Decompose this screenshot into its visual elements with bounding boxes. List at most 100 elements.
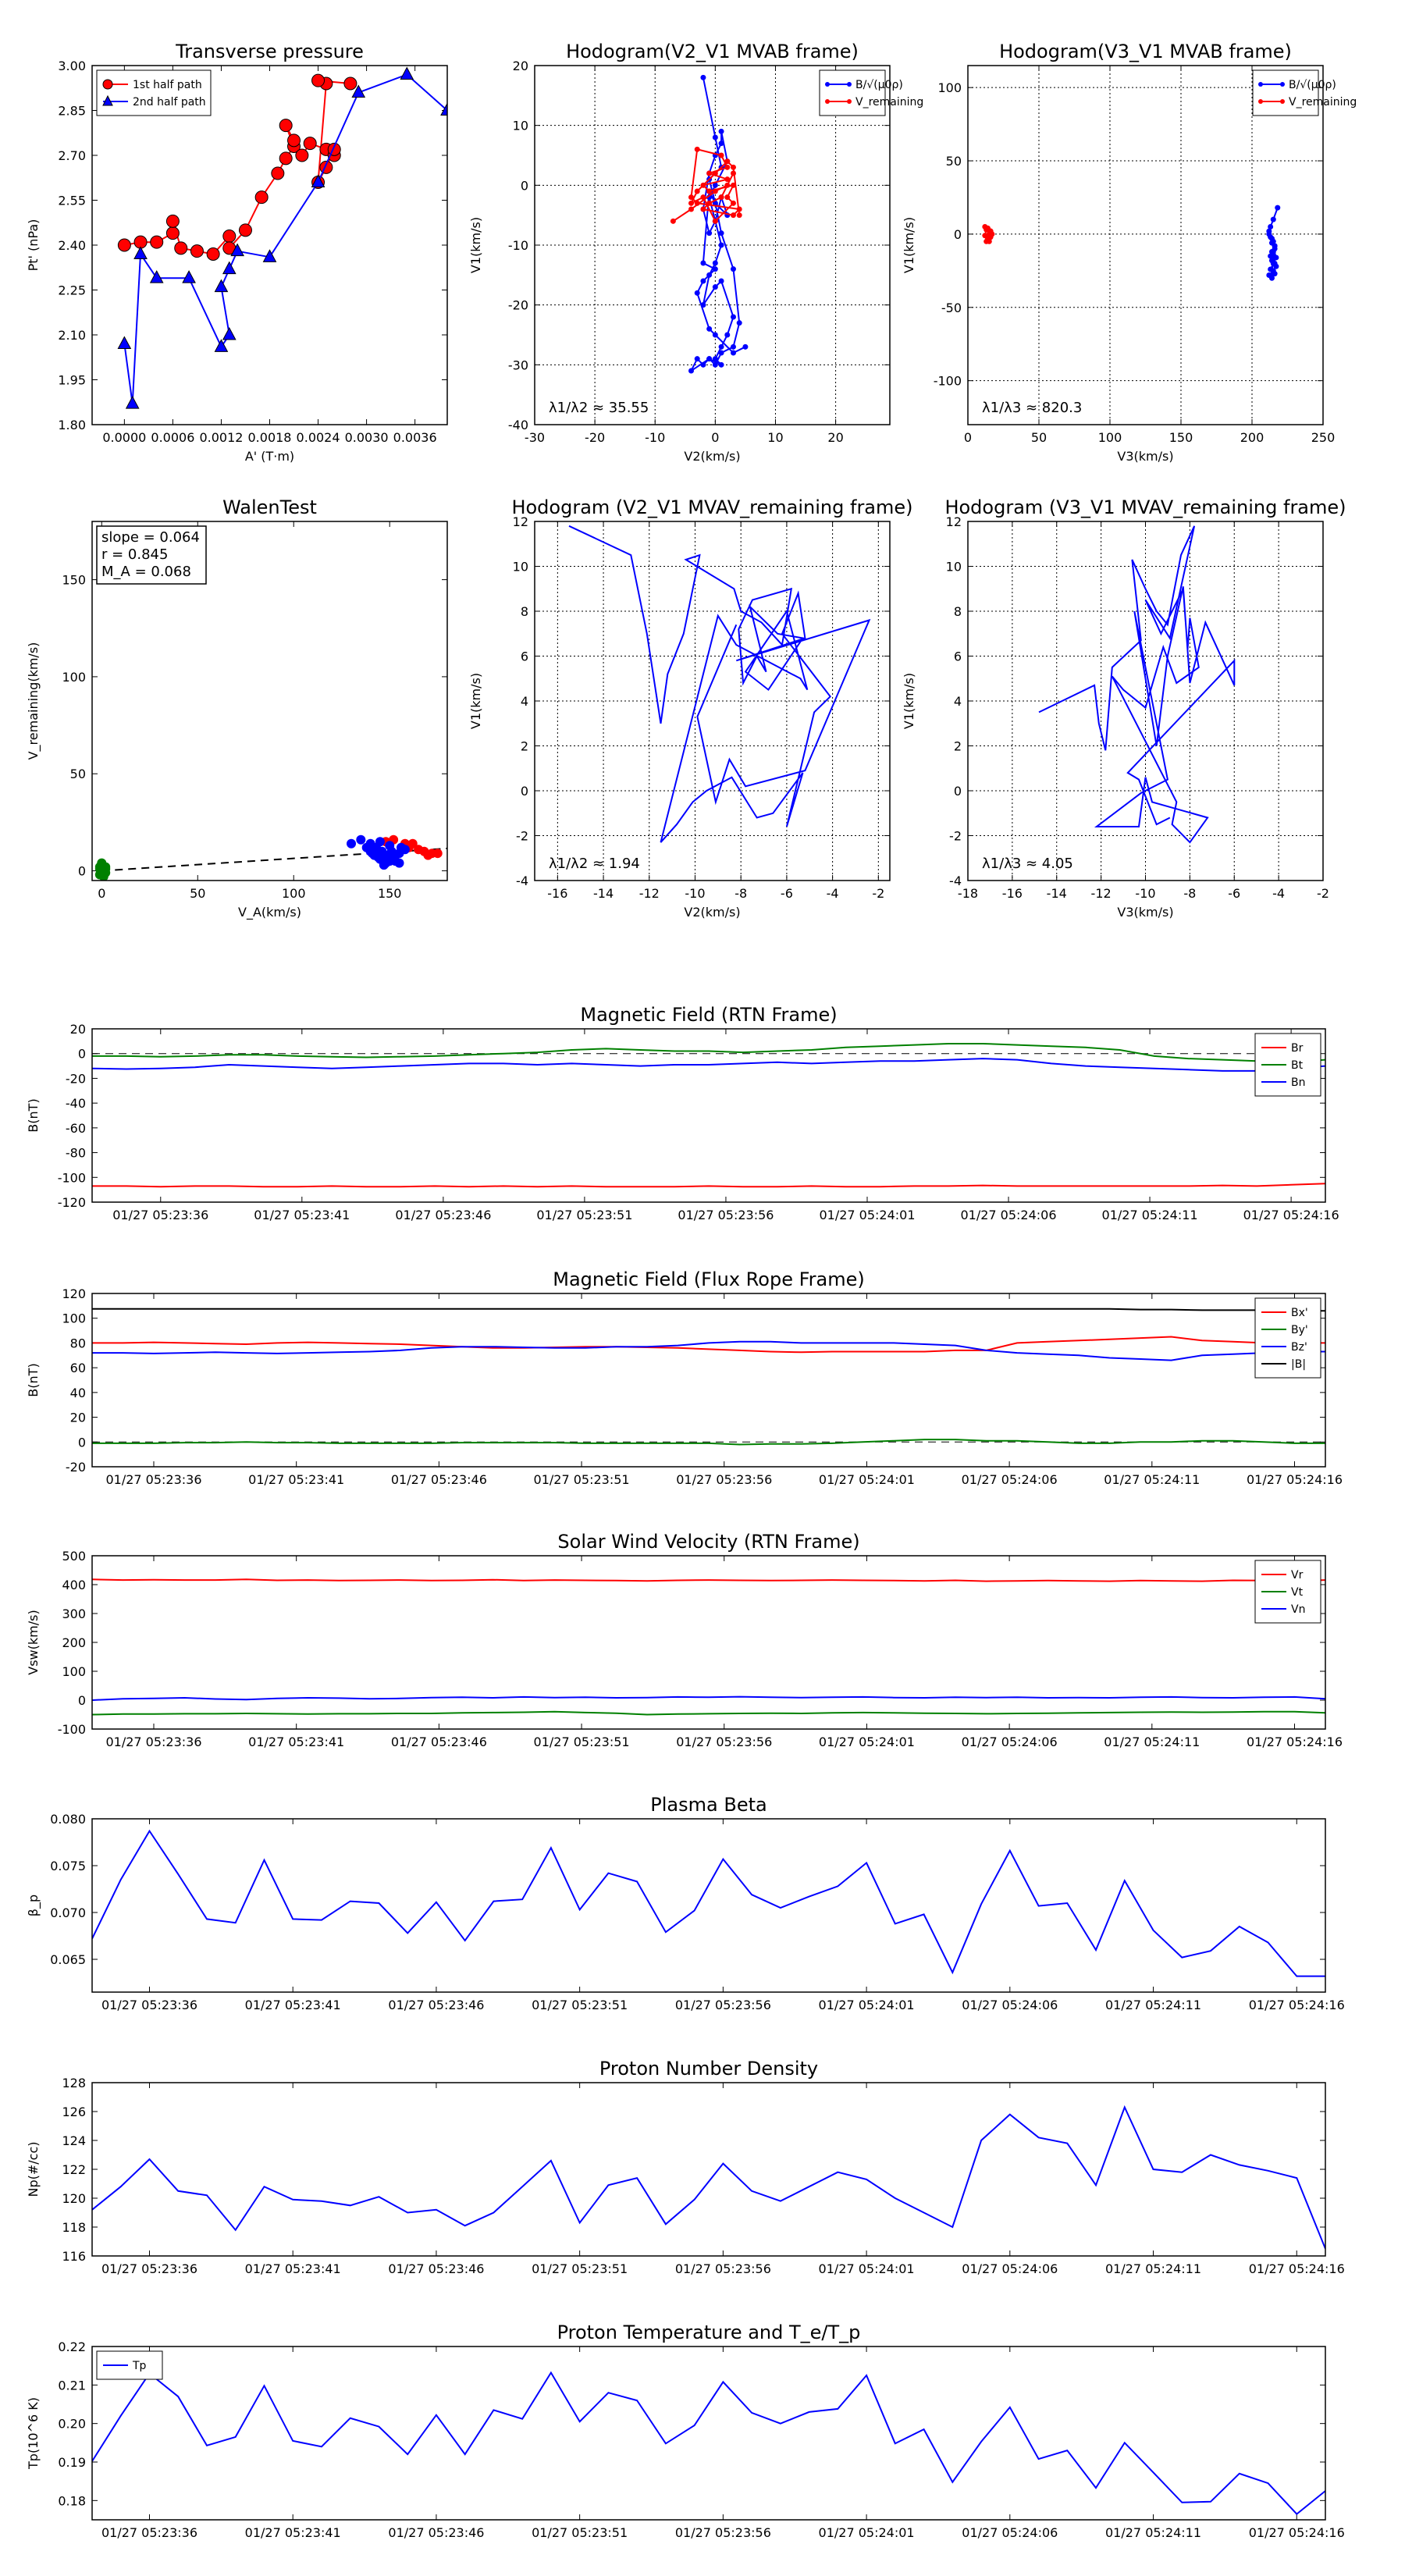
chart-title: Proton Temperature and T_e/T_p [557, 2322, 861, 2343]
y-tick-label: 50 [946, 154, 962, 169]
chart-hodogram-2: Hodogram(V3_V1 MVAB frame) 0 50 100 150 200 25… [902, 41, 1357, 464]
data-point [117, 238, 131, 252]
x-tick-label: -12 [1091, 886, 1112, 901]
data-point [303, 137, 317, 151]
legend-marker [825, 82, 830, 87]
annotation-text: λ1/λ3 ≈ 820.3 [982, 400, 1082, 416]
x-tick-label: 01/27 05:23:51 [532, 2261, 628, 2276]
chart-hodogram-4: Hodogram (V3_V1 MVAV_remaining frame) -18… [902, 496, 1346, 920]
x-tick-label: 01/27 05:23:51 [534, 1735, 630, 1749]
y-tick-label: -80 [66, 1146, 86, 1161]
data-point [712, 134, 718, 141]
y-tick-label: 8 [521, 604, 528, 619]
x-tick-label: 0.0030 [345, 430, 389, 445]
data-point [730, 212, 736, 219]
x-tick-label: 01/27 05:23:41 [245, 1998, 341, 2012]
data-point [222, 261, 237, 275]
data-point [724, 158, 731, 165]
data-point [670, 218, 676, 224]
y-tick-label: 12 [513, 514, 528, 529]
legend-label: Bt [1291, 1059, 1304, 1072]
x-tick-label: 01/27 05:24:01 [819, 2525, 915, 2540]
x-tick-label: 10 [767, 430, 783, 445]
data-point [133, 246, 148, 259]
chart-title: Magnetic Field (Flux Rope Frame) [553, 1268, 864, 1290]
series-line [92, 1058, 1325, 1072]
legend-marker [102, 94, 113, 106]
y-tick-label: 2.40 [58, 238, 86, 253]
legend-label: Tp [132, 2360, 147, 2372]
y-tick-label: 500 [62, 1549, 86, 1564]
data-point [1268, 234, 1274, 240]
y-tick-label: -40 [66, 1096, 86, 1111]
x-tick-label: 0.0012 [199, 430, 243, 445]
data-point [427, 849, 437, 859]
data-point [718, 242, 724, 248]
data-point [718, 343, 724, 350]
series-line [92, 2371, 1325, 2515]
data-point [706, 230, 713, 237]
y-tick-label: 116 [62, 2249, 86, 2264]
y-tick-label: 10 [513, 119, 528, 133]
y-tick-label: 100 [62, 1664, 86, 1679]
x-tick-label: 01/27 05:23:41 [245, 2261, 341, 2276]
y-tick-label: 0.080 [50, 1812, 86, 1827]
data-point [700, 182, 706, 188]
chart-proton-temp: Proton Temperature and T_e/T_p 01/27 05:2… [26, 2322, 1345, 2540]
fit-line [101, 847, 447, 872]
x-tick-label: 01/27 05:23:36 [101, 1998, 197, 2012]
legend-label: 1st half path [133, 79, 202, 91]
data-point [688, 200, 695, 206]
series-line [92, 1710, 1325, 1716]
series-line [92, 1183, 1325, 1188]
axes-frame [534, 521, 891, 881]
chart-title: Plasma Beta [650, 1794, 767, 1816]
data-point [712, 218, 718, 224]
y-tick-label: 124 [62, 2133, 86, 2148]
x-axis-label: V_A(km/s) [238, 905, 301, 920]
y-tick-label: -100 [934, 374, 962, 389]
data-point [694, 146, 700, 152]
legend-label: Br [1291, 1042, 1304, 1055]
x-tick-label: 150 [378, 886, 402, 901]
data-point [706, 170, 713, 176]
data-point [730, 350, 736, 356]
data-point [730, 314, 736, 320]
x-tick-label: 01/27 05:23:56 [675, 2525, 771, 2540]
data-point [700, 74, 706, 80]
data-point [712, 170, 718, 176]
y-tick-label: -4 [949, 873, 962, 888]
x-tick-label: -14 [593, 886, 614, 901]
x-tick-label: -6 [1228, 886, 1240, 901]
data-point [712, 356, 718, 362]
data-point [688, 194, 695, 201]
data-point [149, 270, 164, 283]
chart-title: Solar Wind Velocity (RTN Frame) [557, 1531, 859, 1553]
y-tick-label: 2 [521, 739, 528, 754]
series-line [568, 525, 871, 843]
x-tick-label: -16 [1002, 886, 1023, 901]
y-tick-label: -120 [58, 1195, 86, 1210]
y-tick-label: 0.065 [50, 1952, 86, 1967]
data-point [712, 260, 718, 266]
y-tick-label: 0.18 [58, 2493, 86, 2508]
x-tick-label: -10 [645, 430, 665, 445]
annotation-text: λ1/λ2 ≈ 35.55 [549, 400, 649, 416]
data-point [724, 194, 731, 201]
data-point [700, 260, 706, 266]
y-axis-label: Vsw(km/s) [26, 1610, 41, 1674]
x-tick-label: -16 [547, 886, 567, 901]
y-axis-label: β_p [26, 1895, 41, 1916]
x-tick-label: 01/27 05:24:16 [1243, 1208, 1339, 1222]
data-point [1275, 205, 1281, 211]
chart-title: Hodogram (V2_V1 MVAV_remaining frame) [511, 496, 912, 518]
axes-frame [967, 521, 1324, 881]
x-tick-label: -4 [827, 886, 839, 901]
plot-area [94, 834, 447, 881]
x-tick-label: 01/27 05:23:46 [391, 1735, 487, 1749]
x-axis-label: V3(km/s) [1117, 905, 1173, 920]
y-tick-label: 2.70 [58, 148, 86, 163]
x-tick-label: 50 [190, 886, 205, 901]
data-point [706, 356, 713, 362]
data-point [165, 214, 180, 228]
